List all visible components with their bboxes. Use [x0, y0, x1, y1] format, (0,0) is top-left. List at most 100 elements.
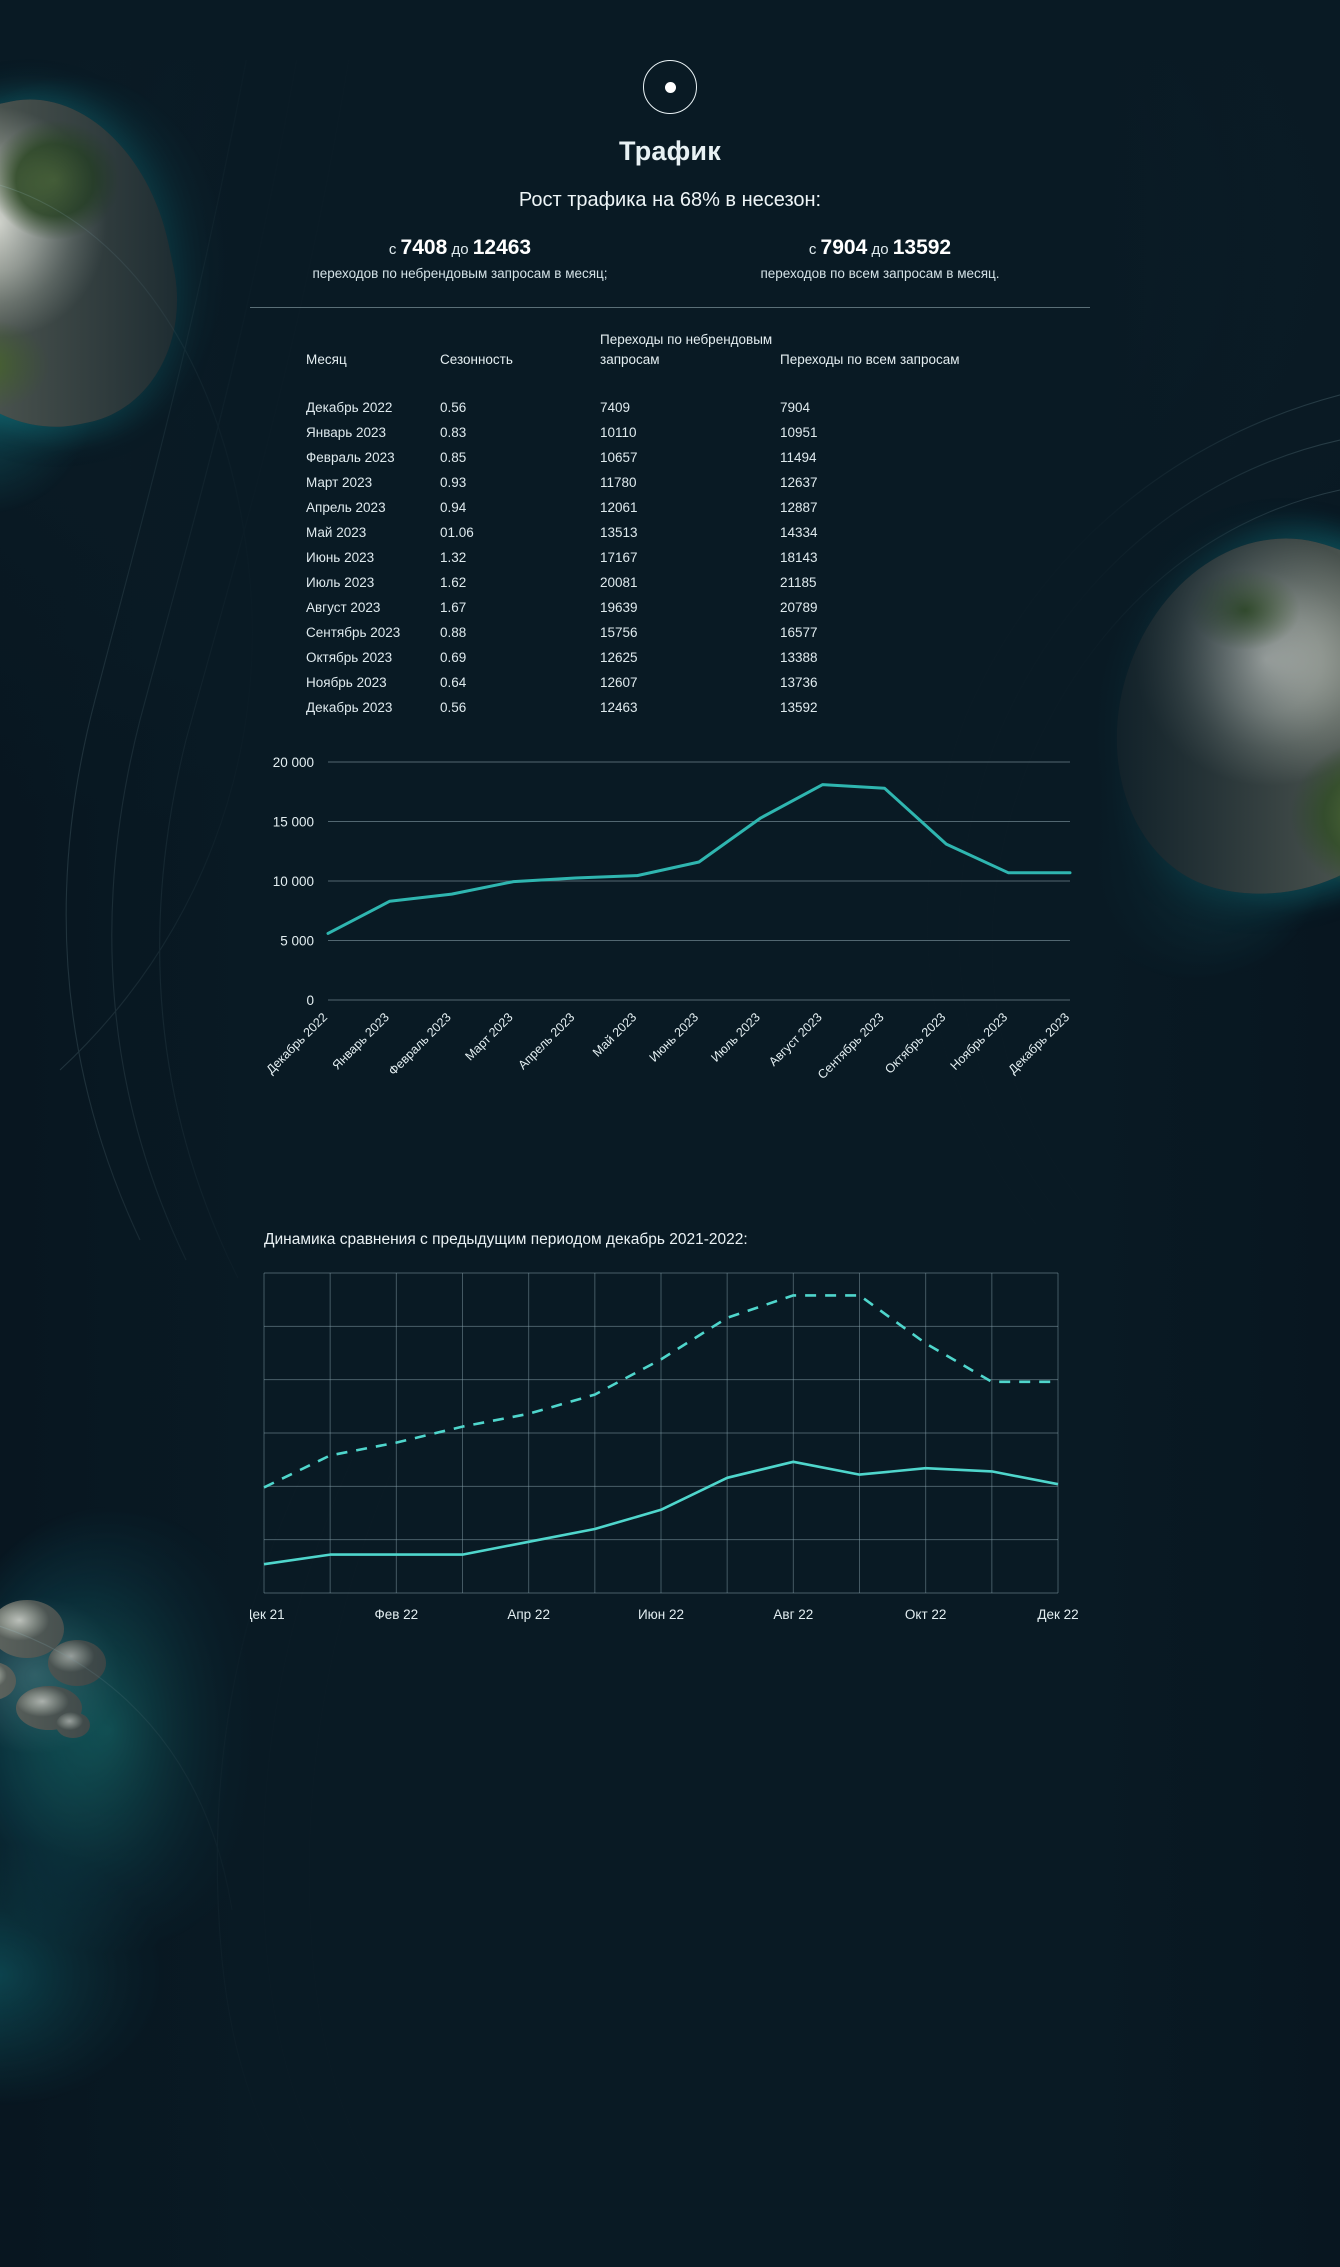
cell-all: 14334	[780, 525, 818, 541]
y-axis-tick-label: 20 000	[273, 755, 314, 770]
stat-nonbrand-prefix: с	[388, 241, 397, 258]
x-axis-tick-label: Ноябрь 2023	[948, 1010, 1011, 1073]
cell-nonbrand: 15756	[600, 625, 638, 641]
background-veil	[0, 60, 1340, 2267]
table-row: Июнь 2023 1.32 17167 18143	[250, 545, 1090, 570]
x-axis-tick-label: Август 2023	[766, 1010, 825, 1069]
x-axis-tick-label: Авг 22	[773, 1607, 813, 1622]
table-row: Ноябрь 2023 0.64 12607 13736	[250, 670, 1090, 695]
table-row: Апрель 2023 0.94 12061 12887	[250, 495, 1090, 520]
x-axis-tick-label: Октябрь 2023	[882, 1010, 948, 1076]
svg-text:Май 2023: Май 2023	[590, 1010, 639, 1059]
cell-nonbrand: 17167	[600, 550, 638, 566]
background-artwork	[0, 20, 1340, 2267]
cell-seasonality: 0.56	[440, 400, 467, 416]
table-row: Март 2023 0.93 11780 12637	[250, 470, 1090, 495]
cell-month: Апрель 2023	[306, 500, 386, 516]
stat-all: с 7904 до 13592 переходов по всем запрос…	[670, 236, 1090, 281]
cell-month: Май 2023	[306, 525, 367, 541]
cell-nonbrand: 20081	[600, 575, 638, 591]
svg-text:Февраль 2023: Февраль 2023	[386, 1010, 454, 1078]
cell-month: Ноябрь 2023	[306, 675, 387, 691]
y-axis-tick-label: 5 000	[280, 934, 314, 949]
cell-seasonality: 01.06	[440, 525, 474, 541]
cell-nonbrand: 12607	[600, 675, 638, 691]
cell-all: 20789	[780, 600, 818, 616]
cell-nonbrand: 19639	[600, 600, 638, 616]
svg-text:Январь 2023: Январь 2023	[330, 1010, 392, 1072]
svg-text:Декабрь 2023: Декабрь 2023	[1006, 1010, 1073, 1077]
cell-seasonality: 0.64	[440, 675, 467, 691]
cell-all: 12637	[780, 475, 818, 491]
x-axis-tick-label: Сентябрь 2023	[815, 1010, 887, 1082]
cell-all: 13592	[780, 700, 818, 716]
cell-seasonality: 0.83	[440, 425, 467, 441]
svg-text:Июнь 2023: Июнь 2023	[647, 1010, 702, 1065]
x-axis-tick-label: Дек 21	[250, 1607, 285, 1622]
column-header-month: Месяц	[250, 307, 440, 396]
svg-text:Октябрь 2023: Октябрь 2023	[882, 1010, 948, 1076]
cell-month: Март 2023	[306, 475, 373, 491]
stat-nonbrand-from: 7408	[400, 236, 448, 259]
x-axis-tick-label: Февраль 2023	[386, 1010, 454, 1078]
cell-month: Октябрь 2023	[306, 650, 393, 666]
cell-seasonality: 0.88	[440, 625, 467, 641]
x-axis-tick-label: Июнь 2023	[647, 1010, 702, 1065]
table-row: Январь 2023 0.83 10110 10951	[250, 420, 1090, 445]
stat-nonbrand-caption: переходов по небрендовым запросам в меся…	[312, 266, 608, 281]
table-header: Месяц Сезонность Переходы по небрендовым…	[250, 307, 1090, 396]
stat-all-prefix: с	[808, 241, 817, 258]
column-header-seasonality: Сезонность	[440, 307, 600, 396]
table-row: Декабрь 2022 0.56 7409 7904	[250, 395, 1090, 420]
table-row: Май 2023 01.06 13513 14334	[250, 520, 1090, 545]
svg-text:Июль 2023: Июль 2023	[708, 1010, 763, 1065]
cell-month: Декабрь 2022	[306, 400, 393, 416]
stat-all-from: 7904	[820, 236, 868, 259]
cell-seasonality: 0.93	[440, 475, 467, 491]
svg-text:Декабрь 2022: Декабрь 2022	[264, 1010, 331, 1077]
x-axis-tick-label: Март 2023	[462, 1010, 515, 1063]
svg-text:Ноябрь 2023: Ноябрь 2023	[948, 1010, 1011, 1073]
cell-seasonality: 0.94	[440, 500, 467, 516]
traffic-line-chart: 0 5 000 10 000 15 000 20 000 Декабрь 2022 Янва…	[250, 748, 1090, 1173]
table-row: Август 2023 1.67 19639 20789	[250, 595, 1090, 620]
cell-all: 13388	[780, 650, 818, 666]
x-axis-tick-label: Июль 2023	[708, 1010, 763, 1065]
x-axis-tick-label: Декабрь 2022	[264, 1010, 331, 1077]
stat-all-to: 13592	[892, 236, 952, 259]
cell-nonbrand: 13513	[600, 525, 638, 541]
x-axis-tick-label: Май 2023	[590, 1010, 639, 1059]
table-row: Февраль 2023 0.85 10657 11494	[250, 445, 1090, 470]
x-axis-tick-label: Апрель 2023	[515, 1010, 577, 1072]
x-axis-tick-label: Фев 22	[374, 1607, 418, 1622]
cell-seasonality: 0.69	[440, 650, 467, 666]
stat-nonbrand-value: с 7408 до 12463	[250, 236, 670, 260]
x-axis-tick-label: Декабрь 2023	[1006, 1010, 1073, 1077]
cell-all: 7904	[780, 400, 811, 416]
comparison-chart-title: Динамика сравнения с предыдущим периодом…	[264, 1231, 748, 1249]
cell-month: Январь 2023	[306, 425, 387, 441]
table-row: Декабрь 2023 0.56 12463 13592	[250, 695, 1090, 720]
cell-all: 11494	[780, 450, 817, 466]
svg-text:Март 2023: Март 2023	[462, 1010, 515, 1063]
cell-nonbrand: 11780	[600, 475, 637, 491]
cell-all: 18143	[780, 550, 818, 566]
cell-month: Июнь 2023	[306, 550, 375, 566]
x-axis-tick-label: Дек 22	[1037, 1607, 1078, 1622]
stat-nonbrand: с 7408 до 12463 переходов по небрендовым…	[250, 236, 670, 281]
stat-all-value: с 7904 до 13592	[670, 236, 1090, 260]
svg-text:Апрель 2023: Апрель 2023	[515, 1010, 577, 1072]
cell-seasonality: 0.85	[440, 450, 467, 466]
cell-month: Август 2023	[306, 600, 381, 616]
line-series-current-period	[263, 1294, 1058, 1489]
x-axis-tick-label: Апр 22	[507, 1607, 550, 1622]
cell-month: Декабрь 2023	[306, 700, 393, 716]
cell-seasonality: 1.32	[440, 550, 467, 566]
cell-nonbrand: 12625	[600, 650, 638, 666]
column-header-all: Переходы по всем запросам	[780, 307, 1090, 396]
cell-all: 13736	[780, 675, 818, 691]
y-axis-tick-label: 10 000	[273, 874, 314, 889]
table-row: Сентябрь 2023 0.88 15756 16577	[250, 620, 1090, 645]
table-body: Декабрь 2022 0.56 7409 7904 Январь 2023 0.83 1…	[250, 395, 1090, 720]
table-row: Октябрь 2023 0.69 12625 13388	[250, 645, 1090, 670]
